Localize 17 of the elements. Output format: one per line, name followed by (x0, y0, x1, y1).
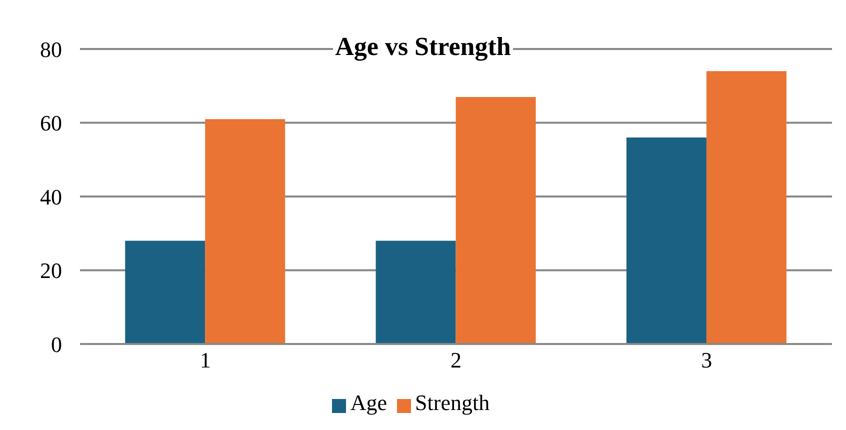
bar (125, 240, 206, 344)
legend-label: Strength (415, 390, 490, 415)
chart-title: Age vs Strength (333, 32, 513, 61)
y-tick-label: 20 (40, 258, 62, 284)
legend-label: Age (350, 390, 388, 415)
bar (706, 71, 786, 344)
x-tick-label: 2 (450, 348, 462, 373)
y-tick-label: 80 (40, 36, 62, 62)
bar (626, 138, 706, 344)
bar (376, 240, 456, 344)
x-tick-label: 3 (701, 348, 712, 373)
y-tick-label: 60 (40, 110, 62, 136)
bar (456, 96, 536, 344)
bar (205, 119, 286, 344)
y-tick-label: 0 (51, 332, 62, 357)
x-tick-label: 1 (200, 348, 211, 373)
y-tick-label: 40 (40, 184, 62, 210)
